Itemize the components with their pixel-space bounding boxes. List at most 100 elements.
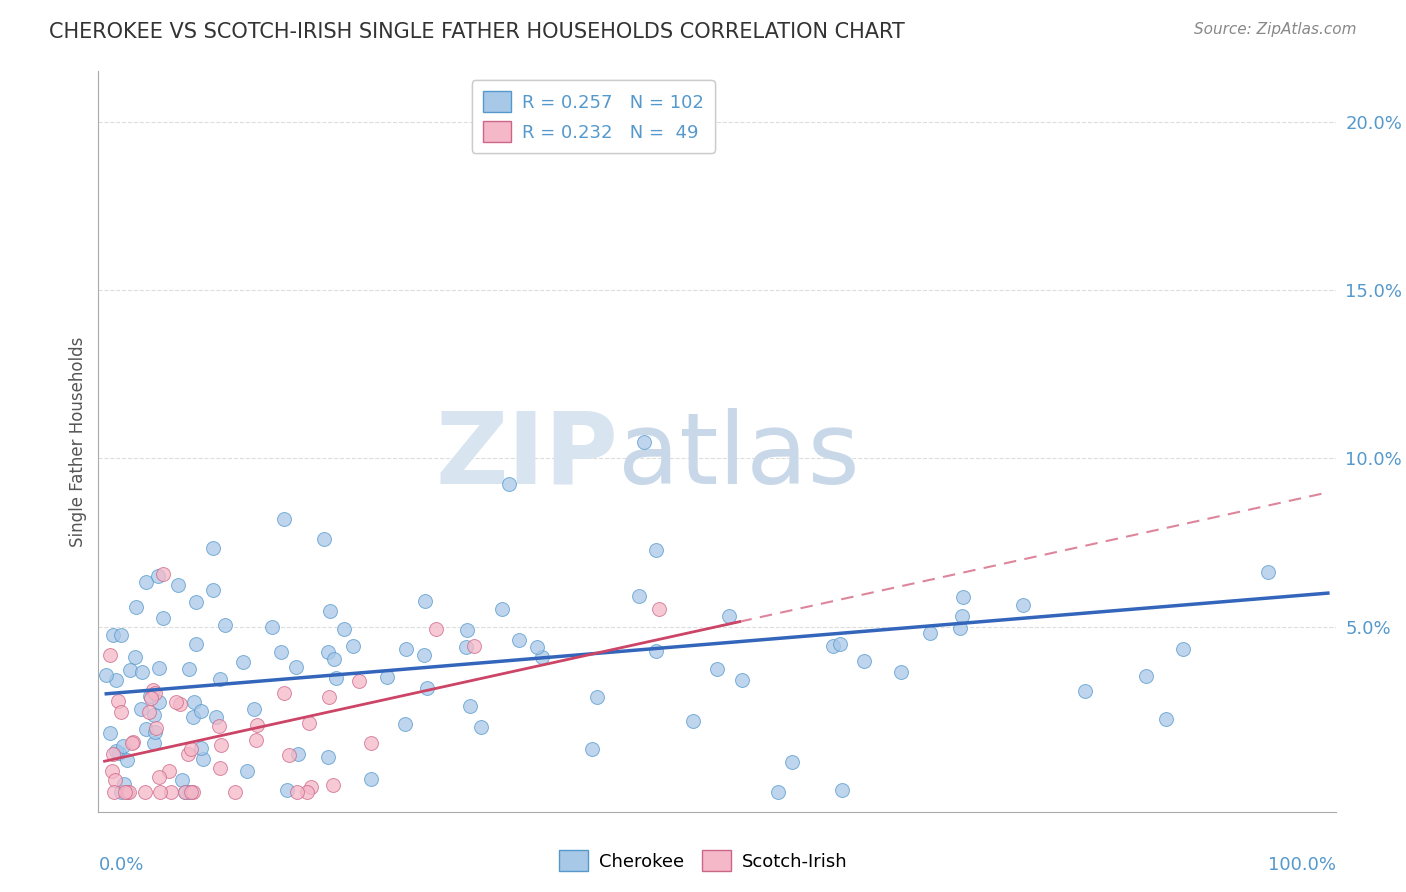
Point xyxy=(146,568,169,582)
Point xyxy=(167,578,190,592)
Point xyxy=(208,672,231,686)
Point xyxy=(498,476,520,491)
Point xyxy=(180,742,202,756)
Point xyxy=(152,566,174,581)
Point xyxy=(183,710,205,724)
Point xyxy=(232,656,254,670)
Point xyxy=(332,622,354,636)
Point xyxy=(176,747,198,761)
Point xyxy=(143,707,166,722)
Point xyxy=(645,644,668,658)
Point xyxy=(768,784,790,798)
Y-axis label: Single Father Households: Single Father Households xyxy=(69,336,87,547)
Point xyxy=(242,702,264,716)
Point xyxy=(395,641,418,656)
Point xyxy=(110,705,132,719)
Point xyxy=(114,784,136,798)
Point xyxy=(299,780,322,794)
Point xyxy=(1012,599,1035,613)
Point xyxy=(831,783,853,797)
Point xyxy=(394,716,416,731)
Point xyxy=(287,747,309,761)
Point xyxy=(117,754,139,768)
Point xyxy=(148,661,170,675)
Point xyxy=(165,695,187,709)
Point xyxy=(110,784,132,798)
Point xyxy=(853,654,876,668)
Point xyxy=(644,543,666,558)
Point xyxy=(780,755,803,769)
Point xyxy=(205,710,228,724)
Point xyxy=(295,784,318,798)
Point xyxy=(950,609,973,624)
Point xyxy=(360,736,382,750)
Point xyxy=(191,752,214,766)
Point xyxy=(586,690,609,705)
Point xyxy=(104,772,127,787)
Point xyxy=(145,721,167,735)
Point xyxy=(103,747,125,761)
Point xyxy=(115,784,138,798)
Point xyxy=(184,637,207,651)
Point xyxy=(1156,712,1178,726)
Point xyxy=(209,761,232,775)
Point xyxy=(633,434,655,449)
Point xyxy=(949,621,972,635)
Point xyxy=(1135,669,1157,683)
Point xyxy=(118,784,141,798)
Point xyxy=(131,665,153,680)
Text: CHEROKEE VS SCOTCH-IRISH SINGLE FATHER HOUSEHOLDS CORRELATION CHART: CHEROKEE VS SCOTCH-IRISH SINGLE FATHER H… xyxy=(49,22,905,42)
Legend: R = 0.257   N = 102, R = 0.232   N =  49: R = 0.257 N = 102, R = 0.232 N = 49 xyxy=(471,80,716,153)
Point xyxy=(425,623,447,637)
Point xyxy=(152,611,174,625)
Point xyxy=(107,694,129,708)
Point xyxy=(531,649,554,664)
Point xyxy=(314,532,336,546)
Point xyxy=(121,736,143,750)
Point xyxy=(142,735,165,749)
Point xyxy=(463,639,485,653)
Point xyxy=(104,744,127,758)
Point xyxy=(235,764,257,778)
Point xyxy=(118,663,141,677)
Point xyxy=(174,784,197,798)
Point xyxy=(98,648,121,662)
Point xyxy=(143,725,166,739)
Point xyxy=(1171,641,1194,656)
Point xyxy=(416,681,439,695)
Point xyxy=(706,662,728,676)
Point xyxy=(145,686,167,700)
Point xyxy=(491,601,513,615)
Point xyxy=(318,690,340,705)
Point xyxy=(730,673,752,687)
Point xyxy=(157,764,180,778)
Point xyxy=(131,702,153,716)
Point xyxy=(682,714,704,728)
Point xyxy=(508,632,530,647)
Point xyxy=(278,747,301,762)
Point xyxy=(347,673,370,688)
Point xyxy=(260,620,283,634)
Point xyxy=(181,784,204,798)
Point xyxy=(134,784,156,798)
Point xyxy=(270,645,292,659)
Point xyxy=(952,590,974,604)
Point xyxy=(174,784,197,798)
Point xyxy=(148,695,170,709)
Point xyxy=(103,784,125,798)
Point xyxy=(581,741,603,756)
Point xyxy=(413,648,436,662)
Point xyxy=(101,628,124,642)
Point xyxy=(273,512,295,526)
Point xyxy=(828,637,851,651)
Point xyxy=(470,721,492,735)
Point xyxy=(454,640,477,655)
Point xyxy=(110,627,132,641)
Point xyxy=(135,723,157,737)
Point xyxy=(209,738,232,752)
Point xyxy=(98,726,121,740)
Point xyxy=(125,600,148,615)
Point xyxy=(526,640,548,655)
Point xyxy=(105,673,128,688)
Point xyxy=(172,772,194,787)
